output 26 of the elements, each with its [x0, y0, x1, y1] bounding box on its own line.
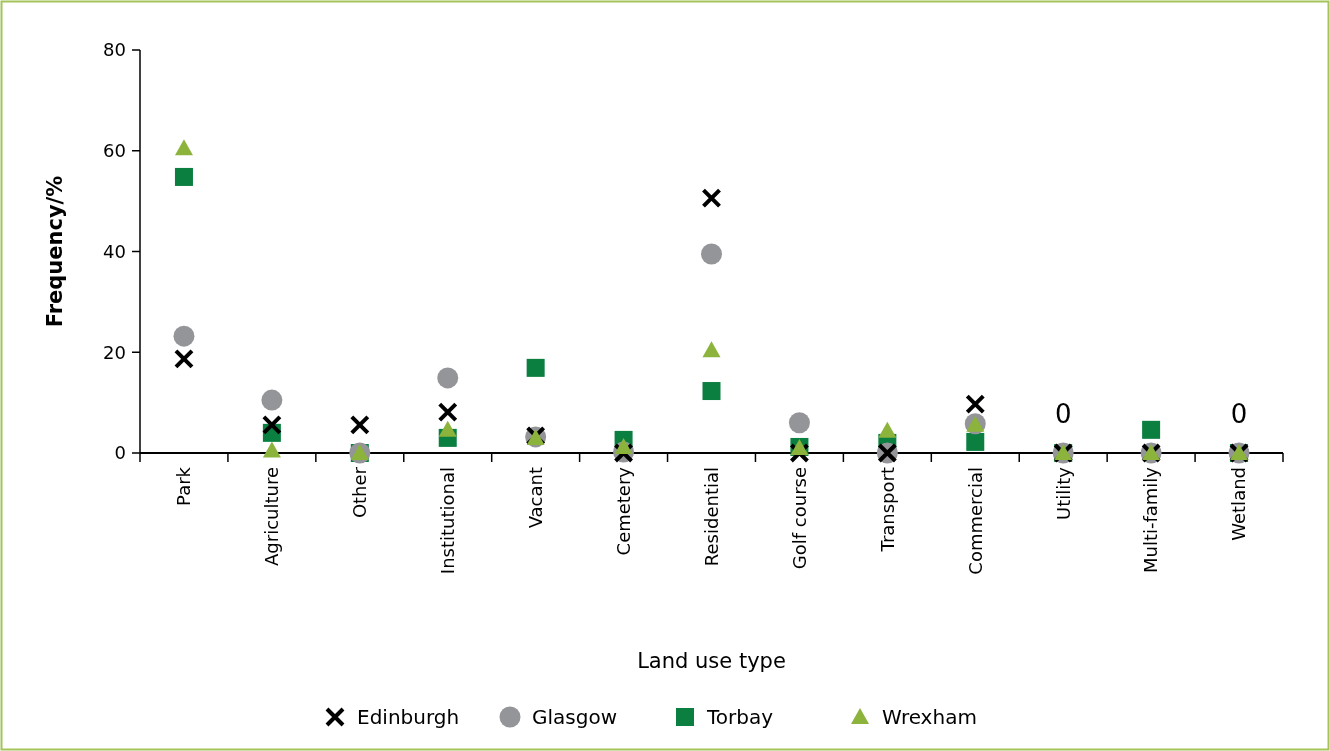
y-axis-title: Frequency/%: [43, 175, 67, 328]
x-tick-label: Utility: [1052, 466, 1074, 520]
x-tick-label: Park: [173, 466, 195, 506]
legend-label: Torbay: [706, 705, 774, 729]
x-tick-label: Vacant: [524, 467, 546, 529]
x-tick-label: Agriculture: [261, 467, 283, 566]
y-tick-label: 80: [103, 39, 126, 61]
legend-label: Edinburgh: [357, 705, 460, 729]
x-tick-label: Residential: [700, 467, 722, 567]
y-tick-label: 0: [114, 442, 126, 464]
x-tick-label: Golf course: [788, 467, 810, 570]
annotation: 0: [1054, 399, 1072, 429]
x-tick-label: Multi-family: [1140, 466, 1162, 574]
x-tick-label: Institutional: [437, 467, 459, 575]
y-tick-label: 60: [103, 140, 126, 162]
x-tick-label: Cemetery: [612, 466, 634, 556]
legend-label: Glasgow: [532, 705, 618, 729]
x-tick-label: Commercial: [964, 467, 986, 575]
y-tick-label: 20: [103, 341, 126, 363]
x-tick-label: Transport: [876, 467, 898, 553]
x-axis-title: Land use type: [637, 649, 786, 673]
y-tick-label: 40: [103, 240, 126, 262]
x-tick-label: Other: [349, 466, 371, 519]
legend-label: Wrexham: [882, 705, 977, 729]
annotation: 0: [1230, 399, 1248, 429]
x-tick-label: Wetland: [1228, 467, 1250, 541]
